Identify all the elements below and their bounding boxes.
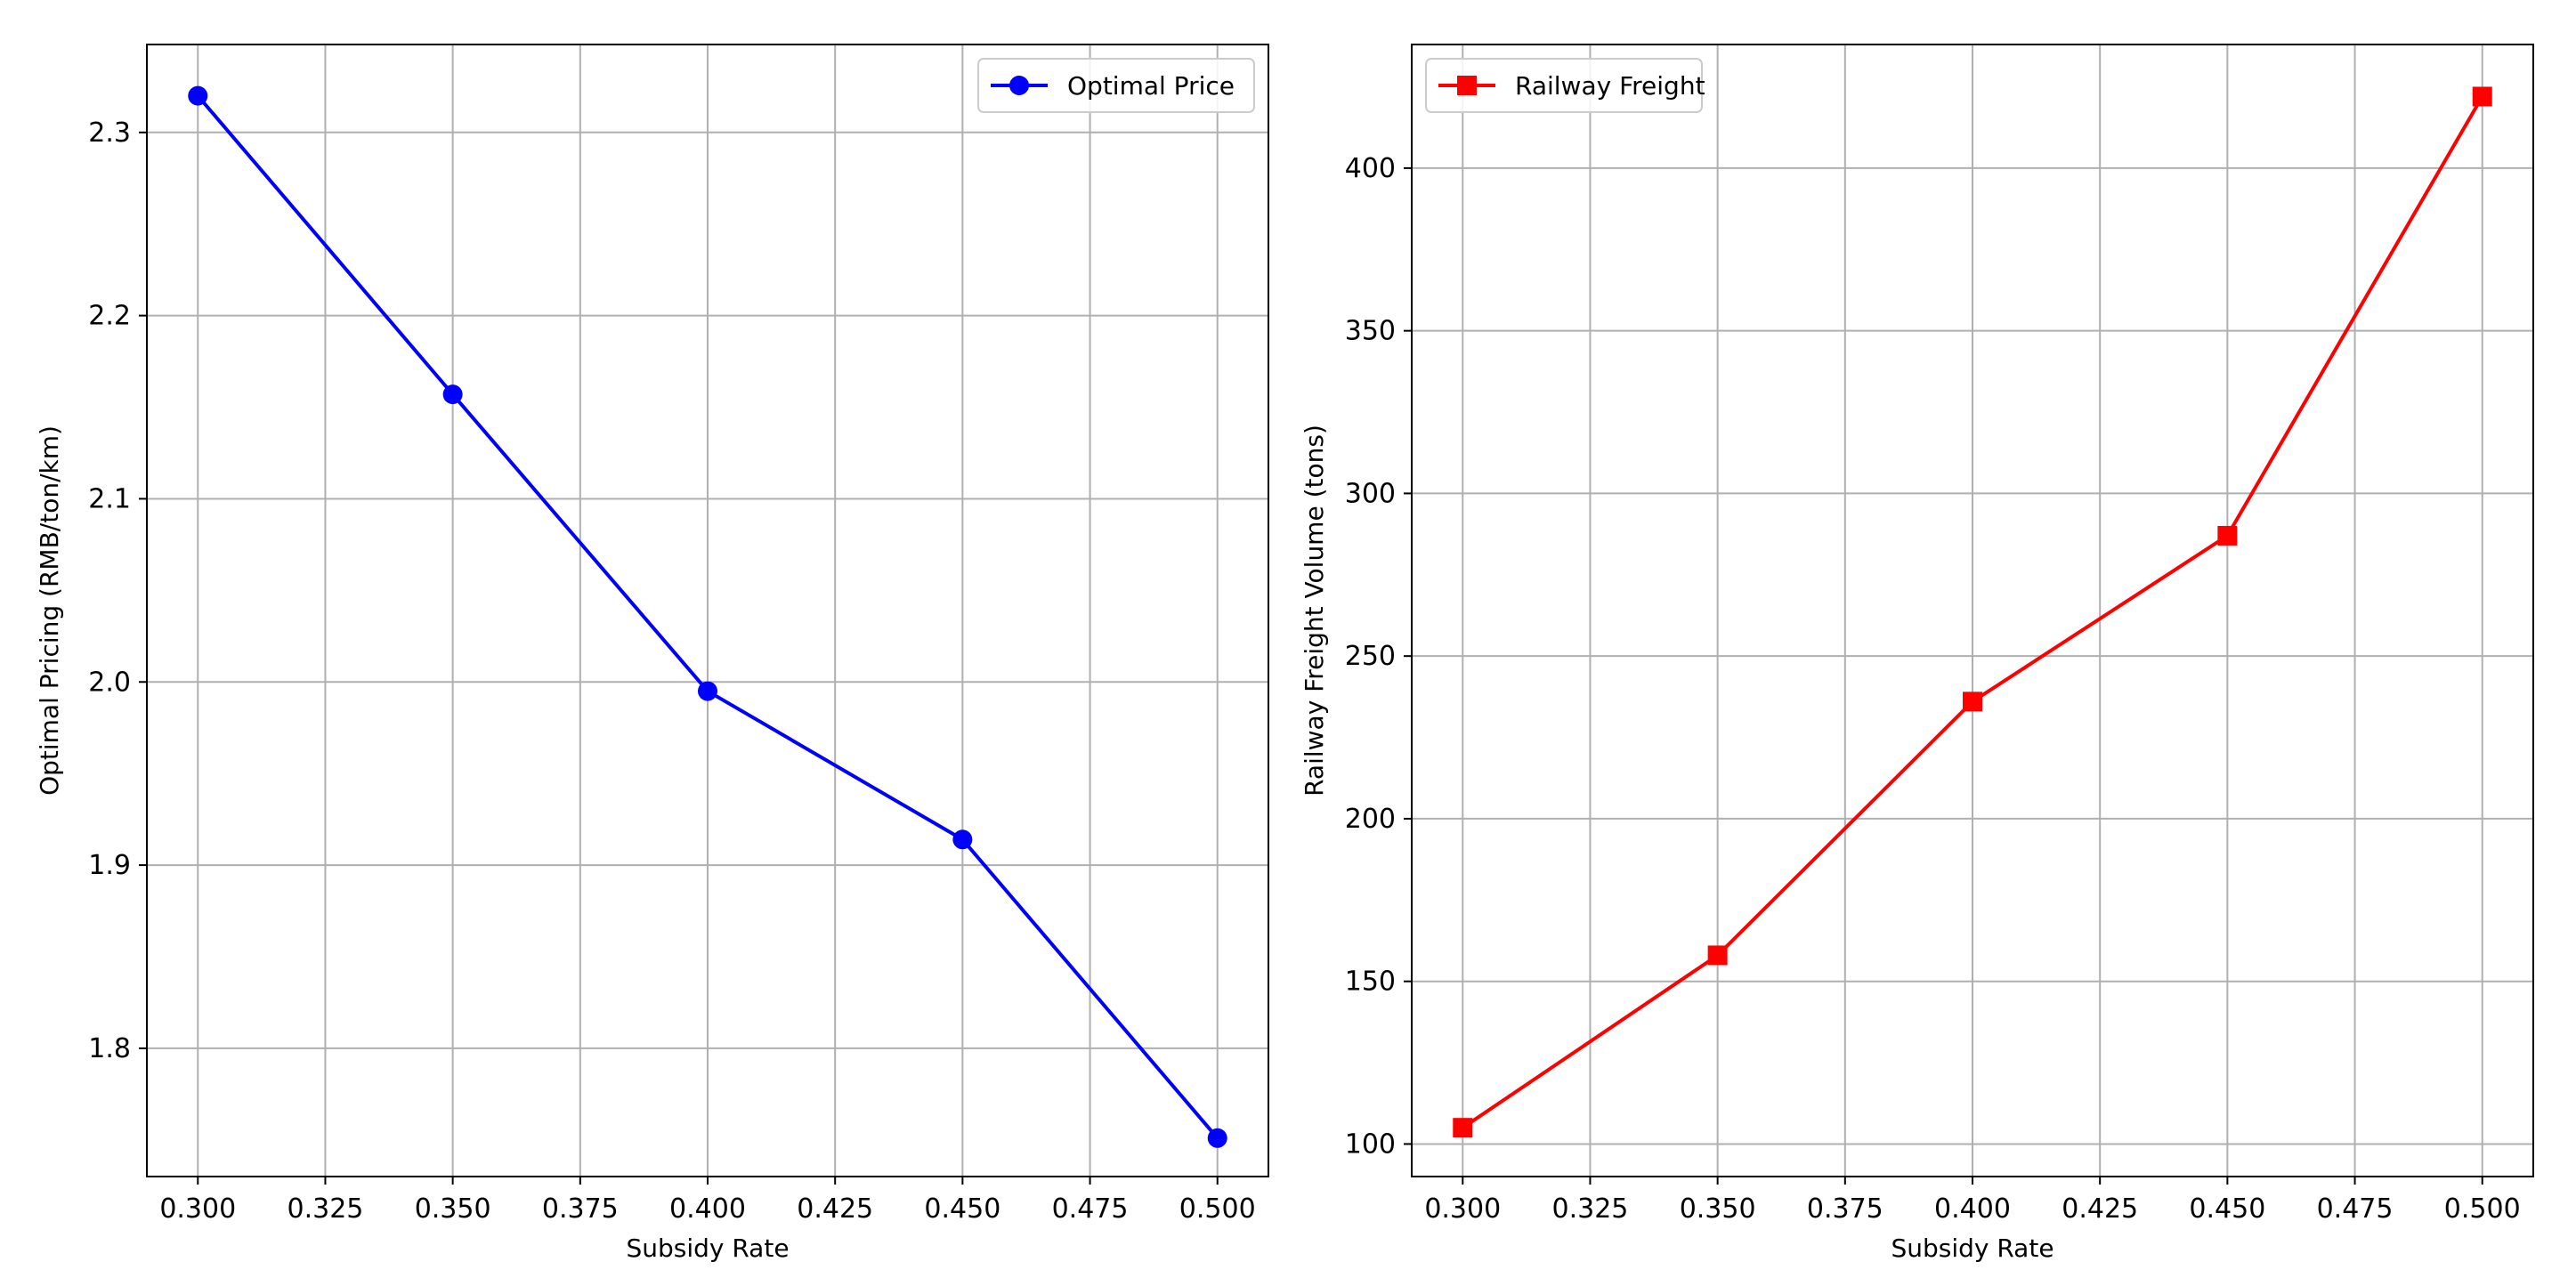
y-tick-label: 1.8 (88, 1033, 131, 1064)
y-axis-label: Railway Freight Volume (tons) (1300, 425, 1329, 797)
x-tick-label: 0.425 (797, 1193, 873, 1225)
legend: Optimal Price (977, 58, 1255, 113)
x-tick-label: 0.325 (288, 1193, 364, 1225)
grid-lines (1412, 44, 2533, 1177)
x-axis-ticks: 0.300 0.325 0.350 0.375 0.400 0.425 0.450 0.475… (1424, 1177, 2521, 1225)
y-tick-label: 150 (1345, 967, 1396, 998)
legend-marker-swatch (1009, 76, 1029, 95)
data-point-marker (1207, 1128, 1227, 1148)
data-point-marker (1453, 1118, 1473, 1138)
series-layer (1453, 86, 2492, 1138)
x-tick-label: 0.450 (2189, 1193, 2265, 1225)
y-tick-label: 2.2 (88, 301, 131, 332)
x-tick-label: 0.375 (1807, 1193, 1883, 1225)
y-tick-label: 350 (1345, 316, 1396, 347)
x-axis-label: Subsidy Rate (626, 1234, 789, 1263)
x-axis-ticks: 0.300 0.325 0.350 0.375 0.400 0.425 0.450 0.475… (159, 1177, 1256, 1225)
legend-marker-swatch (1457, 76, 1477, 95)
x-tick-label: 0.350 (415, 1193, 491, 1225)
data-point-marker (2217, 525, 2238, 546)
x-tick-label: 0.400 (1934, 1193, 2011, 1225)
y-tick-label: 100 (1345, 1128, 1396, 1160)
x-tick-label: 0.325 (1552, 1193, 1629, 1225)
y-axis-ticks: 1.8 1.9 2.0 2.1 2.2 2.3 (88, 117, 147, 1064)
legend-marker-shape (1457, 76, 1477, 95)
data-point-marker (1963, 692, 1982, 712)
legend-label: Optimal Price (1067, 71, 1235, 101)
x-tick-label: 0.300 (159, 1193, 236, 1225)
legend-box (1425, 58, 1703, 113)
data-point-marker (698, 681, 717, 701)
legend-marker-shape (1009, 76, 1029, 95)
y-tick-label: 200 (1345, 804, 1396, 835)
legend: Railway Freight (1425, 58, 1705, 113)
x-tick-label: 0.500 (1179, 1193, 1256, 1225)
series-layer (188, 85, 1227, 1148)
grid-lines (147, 44, 1268, 1177)
y-tick-label: 2.3 (88, 117, 131, 149)
legend-box (977, 58, 1255, 113)
y-tick-label: 250 (1345, 641, 1396, 672)
x-tick-label: 0.475 (2317, 1193, 2394, 1225)
x-tick-label: 0.475 (1052, 1193, 1129, 1225)
railway-freight-chart: 0.300 0.325 0.350 0.375 0.400 0.425 0.450 0.475… (1300, 44, 2534, 1263)
x-tick-label: 0.425 (2062, 1193, 2138, 1225)
data-point-marker (952, 829, 973, 850)
data-point-marker (1707, 945, 1728, 966)
data-point-marker (442, 384, 463, 405)
x-tick-label: 0.500 (2444, 1193, 2521, 1225)
x-axis-label: Subsidy Rate (1891, 1234, 2054, 1263)
y-tick-label: 1.9 (88, 850, 131, 881)
x-tick-label: 0.300 (1424, 1193, 1501, 1225)
y-axis-label: Optimal Pricing (RMB/ton/km) (35, 425, 64, 796)
x-tick-label: 0.400 (669, 1193, 746, 1225)
legend-label: Railway Freight (1515, 71, 1705, 101)
x-tick-label: 0.350 (1680, 1193, 1756, 1225)
x-tick-label: 0.375 (542, 1193, 619, 1225)
y-axis-ticks: 100 150 200 250 300 350 400 (1345, 153, 1412, 1160)
y-tick-label: 300 (1345, 478, 1396, 509)
y-tick-label: 2.0 (88, 667, 131, 698)
x-tick-label: 0.450 (924, 1193, 1000, 1225)
data-point-marker (188, 85, 208, 106)
data-point-marker (2472, 86, 2492, 107)
y-tick-label: 2.1 (88, 483, 131, 514)
y-tick-label: 400 (1345, 153, 1396, 184)
optimal-price-chart: 0.300 0.325 0.350 0.375 0.400 0.425 0.450 0.475… (35, 44, 1269, 1263)
